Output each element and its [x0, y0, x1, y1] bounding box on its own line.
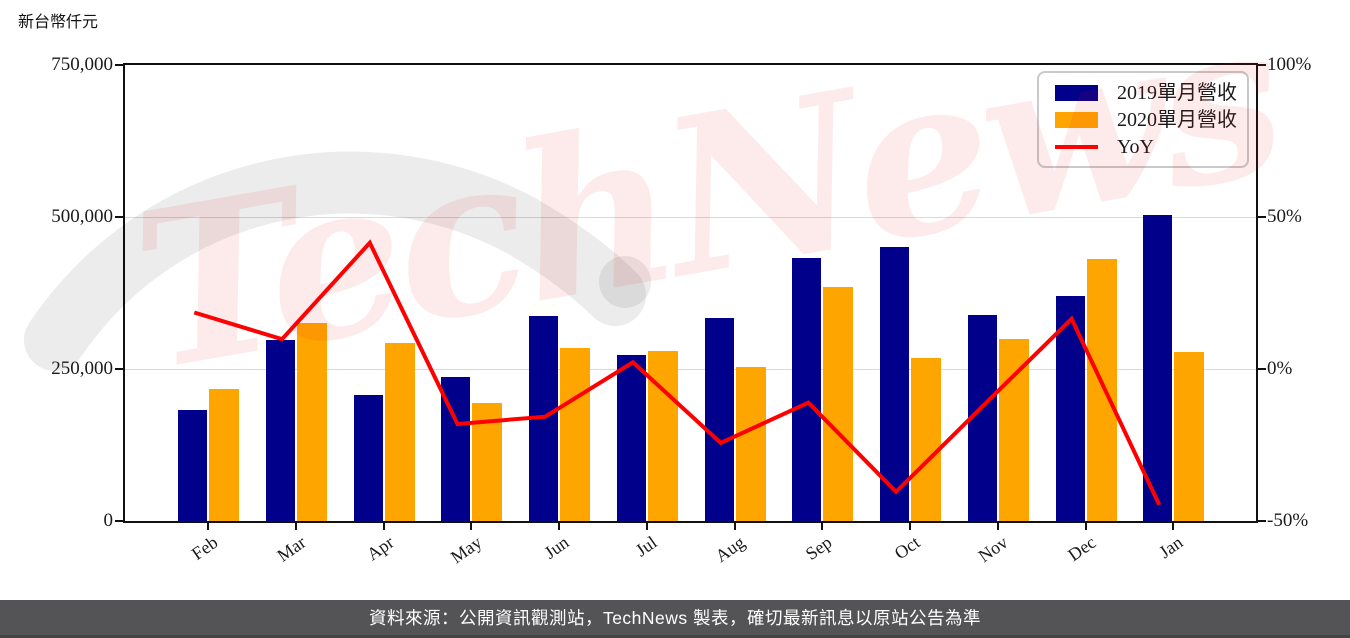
y-left-tick-500000 — [115, 216, 123, 218]
bar-2019-aug — [704, 317, 734, 521]
x-tick-oct — [909, 523, 912, 530]
x-tick-jan — [1172, 523, 1175, 530]
bar-2019-jan — [1143, 215, 1173, 521]
x-tick-nov — [996, 523, 999, 530]
legend-label-2020: 2020單月營收 — [1117, 108, 1237, 131]
y-left-label-750000: 750,000 — [51, 54, 113, 75]
y-left-tick-750000 — [115, 64, 123, 66]
y-left-label-0: 0 — [103, 510, 114, 531]
y-right-tick--50 — [1258, 520, 1266, 522]
y-left-label-500000: 500,000 — [51, 206, 113, 227]
y-left-tick-0 — [115, 520, 123, 522]
x-tick-aug — [733, 523, 736, 530]
yoy-line — [193, 239, 1162, 506]
bar-2019-feb — [178, 409, 208, 521]
y-right-label-50: 50% — [1267, 206, 1302, 227]
bar-2020-apr — [384, 342, 415, 521]
bar-2019-oct — [880, 247, 910, 521]
legend-swatch-yoy — [1055, 144, 1098, 149]
x-tick-jul — [645, 523, 648, 530]
footer-text: 資料來源：公開資訊觀測站，TechNews 製表，確切最新訊息以原站公告為準 — [368, 608, 982, 628]
x-label-oct: Oct — [890, 532, 924, 564]
x-label-jan: Jan — [1155, 532, 1187, 563]
bar-2020-jan — [1174, 351, 1205, 521]
axis-unit-label: 新台幣仟元 — [18, 14, 99, 31]
x-label-dec: Dec — [1063, 532, 1100, 566]
legend-swatch-2019 — [1055, 84, 1098, 101]
x-label-mar: Mar — [273, 532, 310, 566]
x-tick-feb — [207, 523, 210, 530]
plot-area — [123, 63, 1258, 523]
y-right-label-0: 0% — [1267, 358, 1293, 379]
bar-2020-aug — [735, 367, 766, 521]
x-label-apr: Apr — [362, 532, 398, 565]
bar-2020-nov — [998, 339, 1029, 521]
gridline-250000 — [125, 368, 1256, 370]
x-tick-apr — [382, 523, 385, 530]
bar-2020-dec — [1086, 258, 1117, 521]
x-label-aug: Aug — [711, 532, 749, 567]
y-right-label-100: 100% — [1267, 54, 1312, 75]
legend-item-yoy: YoY — [1055, 136, 1237, 158]
bar-2020-jun — [560, 347, 591, 521]
x-label-may: May — [446, 532, 485, 568]
x-label-feb: Feb — [188, 532, 222, 564]
x-tick-may — [470, 523, 473, 530]
x-label-sep: Sep — [802, 532, 836, 564]
x-tick-mar — [295, 523, 298, 530]
y-left-label-250000: 250,000 — [51, 358, 113, 379]
legend-item-2020: 2020單月營收 — [1055, 109, 1237, 131]
bar-2020-sep — [823, 286, 854, 521]
y-right-tick-100 — [1258, 64, 1266, 66]
x-label-jun: Jun — [540, 532, 573, 563]
yoy-line-layer — [193, 239, 1162, 506]
y-right-label--50: -50% — [1267, 510, 1309, 531]
x-tick-dec — [1084, 523, 1087, 530]
legend-item-2019: 2019單月營收 — [1055, 82, 1237, 104]
x-tick-jun — [558, 523, 561, 530]
x-label-nov: Nov — [974, 532, 1012, 567]
bar-2019-apr — [353, 395, 383, 521]
bar-2019-mar — [266, 340, 296, 521]
bar-2020-oct — [911, 358, 942, 521]
y-right-tick-0 — [1258, 368, 1266, 370]
y-right-tick-50 — [1258, 216, 1266, 218]
y-left-tick-250000 — [115, 368, 123, 370]
bar-2020-feb — [209, 389, 240, 521]
legend-label-yoy: YoY — [1117, 135, 1154, 158]
footer-bar: 資料來源：公開資訊觀測站，TechNews 製表，確切最新訊息以原站公告為準 — [0, 600, 1350, 638]
x-tick-sep — [821, 523, 824, 530]
legend: 2019單月營收 2020單月營收 YoY — [1037, 71, 1249, 168]
bar-2020-mar — [297, 322, 328, 521]
bar-2019-jul — [616, 355, 646, 521]
bar-2019-sep — [792, 257, 822, 521]
gridline-500000 — [125, 216, 1256, 218]
legend-swatch-2020 — [1055, 111, 1098, 128]
legend-label-2019: 2019單月營收 — [1117, 81, 1237, 104]
x-label-jul: Jul — [631, 532, 661, 561]
